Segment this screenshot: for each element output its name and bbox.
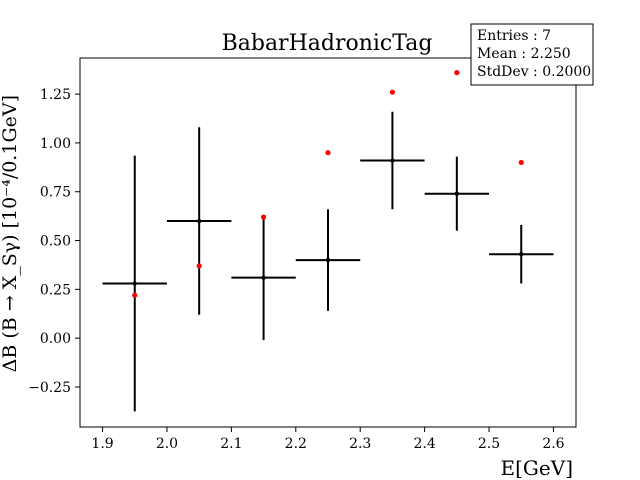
red-data-point [260,214,267,220]
red-data-point [196,263,202,269]
red-data-point [454,70,460,76]
stats-box-frame [470,23,594,86]
errorbar-point [166,127,232,315]
errorbar-point [231,215,296,341]
errorbar-point [424,156,490,231]
data-point-marker [325,257,331,263]
x-tick-label: 2.2 [285,436,307,452]
chart-title: BabarHadronicTag [222,31,433,56]
plot-frame [79,57,577,428]
x-tick-label: 2.0 [156,436,178,452]
x-tick-label: 1.9 [91,436,113,452]
y-tick-label: 0.50 [40,234,71,250]
red-data-point [325,150,331,156]
stats-mean: Mean : 2.250 [477,46,571,62]
x-tick-label: 2.5 [478,436,500,452]
y-tick-label: −0.25 [28,380,71,396]
y-tick-label: 0.75 [40,185,71,201]
y-axis-label: ΔB (B → X_Sγ) [10⁻⁴/0.1GeV] [0,95,21,372]
y-tick-label: 0.25 [40,282,71,298]
data-point-marker [261,275,266,280]
data-point-marker [454,191,460,196]
y-tick-label: 1.00 [40,136,71,152]
x-tick-label: 2.4 [413,436,435,452]
data-point-marker [132,281,137,286]
stats-stddev: StdDev : 0.2000 [477,64,591,80]
red-data-point [132,292,138,298]
red-point-series [132,70,524,298]
data-point-marker [390,158,395,163]
stats-box: Entries : 7 Mean : 2.250 StdDev : 0.2000 [470,23,594,86]
red-data-point [389,89,396,95]
stats-entries: Entries : 7 [477,28,551,44]
axis-ticks: 1.9 2.0 2.1 2.2 2.3 2.4 2.5 2.6 −0.25 0.00 0.25 0.5… [28,87,565,452]
x-tick-label: 2.1 [220,436,242,452]
red-data-point [518,159,524,166]
errorbar-series [102,111,554,412]
y-tick-label: 0.00 [40,331,71,347]
data-point-marker [519,252,524,257]
errorbar-point [360,111,425,210]
x-tick-label: 2.3 [349,436,371,452]
errorbar-point [295,209,361,311]
y-tick-label: 1.25 [40,87,71,103]
data-point-marker [196,218,202,224]
errorbar-point [102,155,167,412]
x-axis-label: E[GeV] [501,456,573,480]
x-tick-label: 2.6 [542,436,564,452]
errorbar-point [489,224,554,284]
